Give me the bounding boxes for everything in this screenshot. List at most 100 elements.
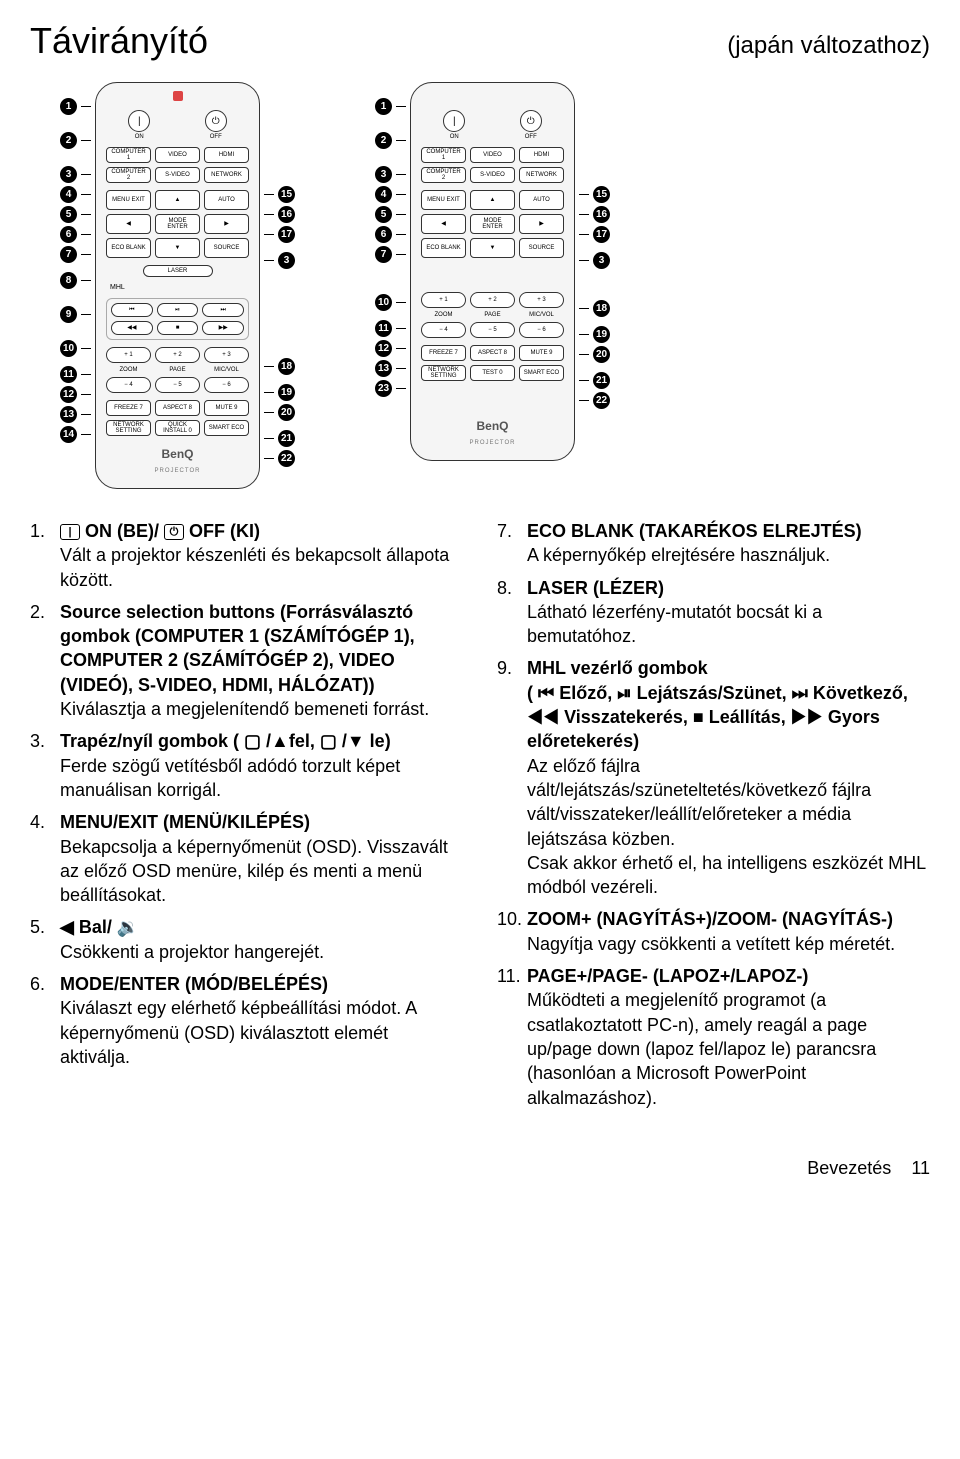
desc-item: 7. ECO BLANK (TAKARÉKOS ELREJTÉS) A képe… <box>497 519 930 568</box>
callout: 16 <box>593 206 610 223</box>
media-next[interactable]: ⏭ <box>202 303 244 317</box>
callout: 21 <box>593 372 610 389</box>
callout: 5 <box>60 206 77 223</box>
src-btn[interactable]: VIDEO <box>155 147 200 163</box>
media-ff[interactable]: ▶▶ <box>202 321 244 335</box>
callout: 12 <box>60 386 77 403</box>
mute-btn[interactable]: MUTE 9 <box>519 345 564 361</box>
callout: 1 <box>375 98 392 115</box>
on-button[interactable]: | <box>443 110 465 132</box>
down-btn[interactable]: ▼ <box>155 238 200 258</box>
auto-btn[interactable]: AUTO <box>204 190 249 210</box>
callout: 6 <box>60 226 77 243</box>
off-button[interactable]: ⏻ <box>520 110 542 132</box>
remote-b-callouts-left: 1 2 3 4 5 6 7 10 11 12 13 23 <box>375 82 406 398</box>
network-btn[interactable]: NETWORK SETTING <box>421 365 466 381</box>
network-btn[interactable]: NETWORK SETTING <box>106 420 151 436</box>
freeze-btn[interactable]: FREEZE 7 <box>106 400 151 416</box>
callout: 20 <box>278 404 295 421</box>
down-btn[interactable]: ▼ <box>470 238 515 258</box>
zoom-plus[interactable]: + 1 <box>421 292 466 308</box>
brand-sublabel: PROJECTOR <box>470 440 516 446</box>
mic-minus[interactable]: − 6 <box>519 322 564 338</box>
desc-item: 6. MODE/ENTER (MÓD/BELÉPÉS) Kiválaszt eg… <box>30 972 463 1069</box>
desc-item: 5. ◀ Bal/ 🔉 Csökkenti a projektor hanger… <box>30 915 463 964</box>
right-btn[interactable]: ▶ <box>204 214 249 234</box>
remote-b-callouts-right: 15 16 17 3 18 19 20 21 22 <box>579 82 610 410</box>
up-btn[interactable]: ▲ <box>155 190 200 210</box>
mic-minus[interactable]: − 6 <box>204 377 249 393</box>
src-btn[interactable]: HDMI <box>204 147 249 163</box>
auto-btn[interactable]: AUTO <box>519 190 564 210</box>
callout: 3 <box>278 252 295 269</box>
smarteco-btn[interactable]: SMART ECO <box>204 420 249 436</box>
ecoblank-btn[interactable]: ECO BLANK <box>421 238 466 258</box>
src-btn[interactable]: HDMI <box>519 147 564 163</box>
callout: 19 <box>278 384 295 401</box>
quick-btn[interactable]: QUICK INSTALL 0 <box>155 420 200 436</box>
src-btn[interactable]: COMPUTER 1 <box>421 147 466 163</box>
callout: 15 <box>278 186 295 203</box>
footer-page: 11 <box>911 1158 930 1178</box>
aspect-btn[interactable]: ASPECT 8 <box>155 400 200 416</box>
src-btn[interactable]: S-VIDEO <box>470 167 515 183</box>
freeze-btn[interactable]: FREEZE 7 <box>421 345 466 361</box>
callout: 11 <box>60 366 77 383</box>
desc-item: 10. ZOOM+ (NAGYÍTÁS+)/ZOOM- (NAGYÍTÁS-) … <box>497 907 930 956</box>
src-btn[interactable]: NETWORK <box>519 167 564 183</box>
src-btn[interactable]: COMPUTER 1 <box>106 147 151 163</box>
zoom-plus[interactable]: + 1 <box>106 347 151 363</box>
mute-btn[interactable]: MUTE 9 <box>204 400 249 416</box>
callout: 2 <box>60 132 77 149</box>
smarteco-btn[interactable]: SMART ECO <box>519 365 564 381</box>
laser-btn[interactable]: LASER <box>143 265 213 277</box>
page-minus[interactable]: − 5 <box>470 322 515 338</box>
page-subtitle: (japán változathoz) <box>727 32 930 60</box>
source-btn[interactable]: SOURCE <box>519 238 564 258</box>
brand-sublabel: PROJECTOR <box>155 468 201 474</box>
source-btn[interactable]: SOURCE <box>204 238 249 258</box>
left-btn[interactable]: ◀ <box>106 214 151 234</box>
callout: 9 <box>60 306 77 323</box>
callout: 21 <box>278 430 295 447</box>
callout: 5 <box>375 206 392 223</box>
media-rew[interactable]: ◀◀ <box>111 321 153 335</box>
mic-plus[interactable]: + 3 <box>519 292 564 308</box>
left-btn[interactable]: ◀ <box>421 214 466 234</box>
test-btn[interactable]: TEST 0 <box>470 365 515 381</box>
callout: 2 <box>375 132 392 149</box>
right-btn[interactable]: ▶ <box>519 214 564 234</box>
callout: 18 <box>278 358 295 375</box>
up-btn[interactable]: ▲ <box>470 190 515 210</box>
mode-enter-btn[interactable]: MODE ENTER <box>470 214 515 234</box>
aspect-btn[interactable]: ASPECT 8 <box>470 345 515 361</box>
desc-item: 9. MHL vezérlő gombok ( ⏮ Előző, ⏯ Leját… <box>497 656 930 899</box>
page-plus[interactable]: + 2 <box>155 347 200 363</box>
zoom-minus[interactable]: − 4 <box>106 377 151 393</box>
page-plus[interactable]: + 2 <box>470 292 515 308</box>
src-btn[interactable]: NETWORK <box>204 167 249 183</box>
on-button[interactable]: | <box>128 110 150 132</box>
page-minus[interactable]: − 5 <box>155 377 200 393</box>
src-btn[interactable]: COMPUTER 2 <box>106 167 151 183</box>
media-stop[interactable]: ■ <box>157 321 199 335</box>
zoom-minus[interactable]: − 4 <box>421 322 466 338</box>
desc-item: 8. LASER (LÉZER) Látható lézerfény-mutat… <box>497 576 930 649</box>
mode-enter-btn[interactable]: MODE ENTER <box>155 214 200 234</box>
mic-plus[interactable]: + 3 <box>204 347 249 363</box>
media-prev[interactable]: ⏮ <box>111 303 153 317</box>
off-button[interactable]: ⏻ <box>205 110 227 132</box>
callout: 15 <box>593 186 610 203</box>
menu-exit-btn[interactable]: MENU EXIT <box>421 190 466 210</box>
callout: 10 <box>375 294 392 311</box>
remote-a: |ON ⏻OFF COMPUTER 1 VIDEO HDMI COMPUTER … <box>95 82 260 489</box>
callout: 7 <box>375 246 392 263</box>
ecoblank-btn[interactable]: ECO BLANK <box>106 238 151 258</box>
callout: 19 <box>593 326 610 343</box>
src-btn[interactable]: VIDEO <box>470 147 515 163</box>
src-btn[interactable]: COMPUTER 2 <box>421 167 466 183</box>
menu-exit-btn[interactable]: MENU EXIT <box>106 190 151 210</box>
media-play[interactable]: ⏯ <box>157 303 199 317</box>
src-btn[interactable]: S-VIDEO <box>155 167 200 183</box>
callout: 12 <box>375 340 392 357</box>
